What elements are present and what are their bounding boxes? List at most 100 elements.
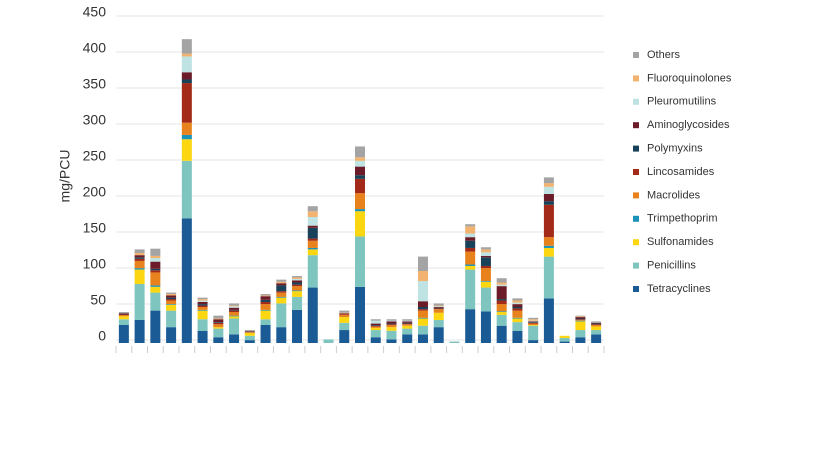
bar-segment	[260, 299, 271, 302]
bar-segment	[150, 248, 161, 256]
bar-segment	[528, 317, 539, 320]
bar-segment	[181, 160, 192, 219]
bar-segment	[386, 330, 397, 340]
y-tick-label: 250	[83, 148, 107, 164]
bar-segment	[433, 319, 444, 328]
bar-segment	[307, 255, 318, 288]
bar-segment	[150, 261, 161, 269]
bar-segment	[417, 281, 428, 302]
legend-swatch	[633, 52, 639, 58]
bar-segment	[559, 341, 570, 343]
bar-segment	[150, 268, 161, 271]
bar-segment	[229, 318, 240, 335]
bar-segment	[134, 249, 145, 253]
bar-segment	[355, 236, 365, 287]
bar-segment	[528, 323, 539, 325]
bar-segment	[229, 316, 240, 319]
bar-segment	[575, 337, 586, 343]
legend-label: Trimpethoprim	[647, 213, 718, 225]
bar-segment	[575, 330, 586, 338]
bar-segment	[339, 314, 350, 318]
bar-segment	[229, 310, 240, 313]
bar-segment	[591, 326, 602, 331]
bar-segment	[480, 257, 491, 266]
bar-segment	[496, 278, 507, 283]
bar-segment	[402, 325, 413, 329]
bar-segment	[433, 327, 444, 343]
bar-segment	[355, 211, 365, 237]
bar-segment	[118, 319, 129, 325]
legend-swatch	[633, 192, 639, 199]
bar-segment	[402, 320, 413, 322]
bar-segment	[480, 249, 491, 253]
bar-segment	[496, 314, 507, 326]
bar-segment	[480, 268, 491, 282]
bar-segment	[260, 325, 271, 343]
bar-segment	[166, 304, 177, 305]
y-tick-label: 350	[83, 76, 107, 92]
bar-segment	[543, 186, 554, 194]
bar-segment	[229, 305, 240, 307]
bar-segment	[339, 322, 350, 331]
bar-segment	[512, 308, 523, 311]
legend-swatch	[633, 215, 639, 222]
bar-segment	[118, 314, 129, 317]
y-tick-label: 200	[83, 184, 107, 200]
bar-segment	[118, 316, 129, 320]
bar-segment	[307, 249, 318, 256]
bar-segment	[276, 297, 287, 304]
bar-segment	[276, 296, 287, 298]
bar-segment	[370, 327, 381, 331]
bar-segment	[370, 325, 381, 327]
bar-segment	[480, 281, 491, 288]
bar-segment	[134, 268, 145, 270]
legend-label: Lincosamides	[647, 166, 715, 178]
legend-swatch	[633, 98, 639, 105]
bar-segment	[197, 310, 208, 320]
bar-segment	[496, 299, 507, 301]
bar-segment	[118, 312, 129, 314]
bar-segment	[292, 282, 303, 285]
bar-segment	[480, 265, 491, 269]
bar-segment	[417, 256, 428, 271]
bar-segment	[512, 300, 523, 303]
bar-segment	[150, 272, 161, 286]
bar-segment	[591, 323, 602, 325]
bar-segment	[528, 322, 539, 323]
bar-segment	[402, 323, 413, 325]
bar-segment	[276, 285, 287, 292]
bar-segment	[339, 314, 350, 315]
bar-segment	[402, 324, 413, 326]
bar-segment	[591, 324, 602, 325]
bar-segment	[543, 245, 554, 248]
bar-segment	[166, 294, 177, 296]
bar-segment	[166, 297, 177, 300]
bar-segment	[307, 206, 318, 212]
bar-segment	[386, 327, 397, 331]
bar-segment	[575, 317, 586, 319]
bar-segment	[370, 325, 381, 326]
bar-segment	[386, 324, 397, 325]
bar-segment	[244, 340, 255, 343]
bar-segment	[402, 319, 413, 321]
bar-segment	[465, 309, 476, 343]
bar-segment	[292, 284, 303, 287]
bar-segment	[575, 318, 586, 320]
bar-segment	[197, 307, 208, 310]
bar-segment	[307, 227, 318, 239]
bar-segment	[370, 320, 381, 324]
bar-segment	[244, 332, 255, 336]
bar-segment	[181, 83, 192, 123]
bar-segment	[433, 307, 444, 309]
bar-segment	[386, 325, 397, 328]
bar-segment	[181, 72, 192, 80]
bar-segment	[402, 322, 413, 324]
bar-segment	[433, 309, 444, 313]
legend-label: Sulfonamides	[647, 236, 714, 248]
bar-segment	[134, 269, 145, 284]
bar-segment	[150, 292, 161, 311]
bar-segment	[543, 177, 554, 184]
y-tick-label: 400	[83, 40, 107, 56]
bar-segment	[355, 146, 365, 158]
y-tick-label: 50	[90, 292, 106, 308]
